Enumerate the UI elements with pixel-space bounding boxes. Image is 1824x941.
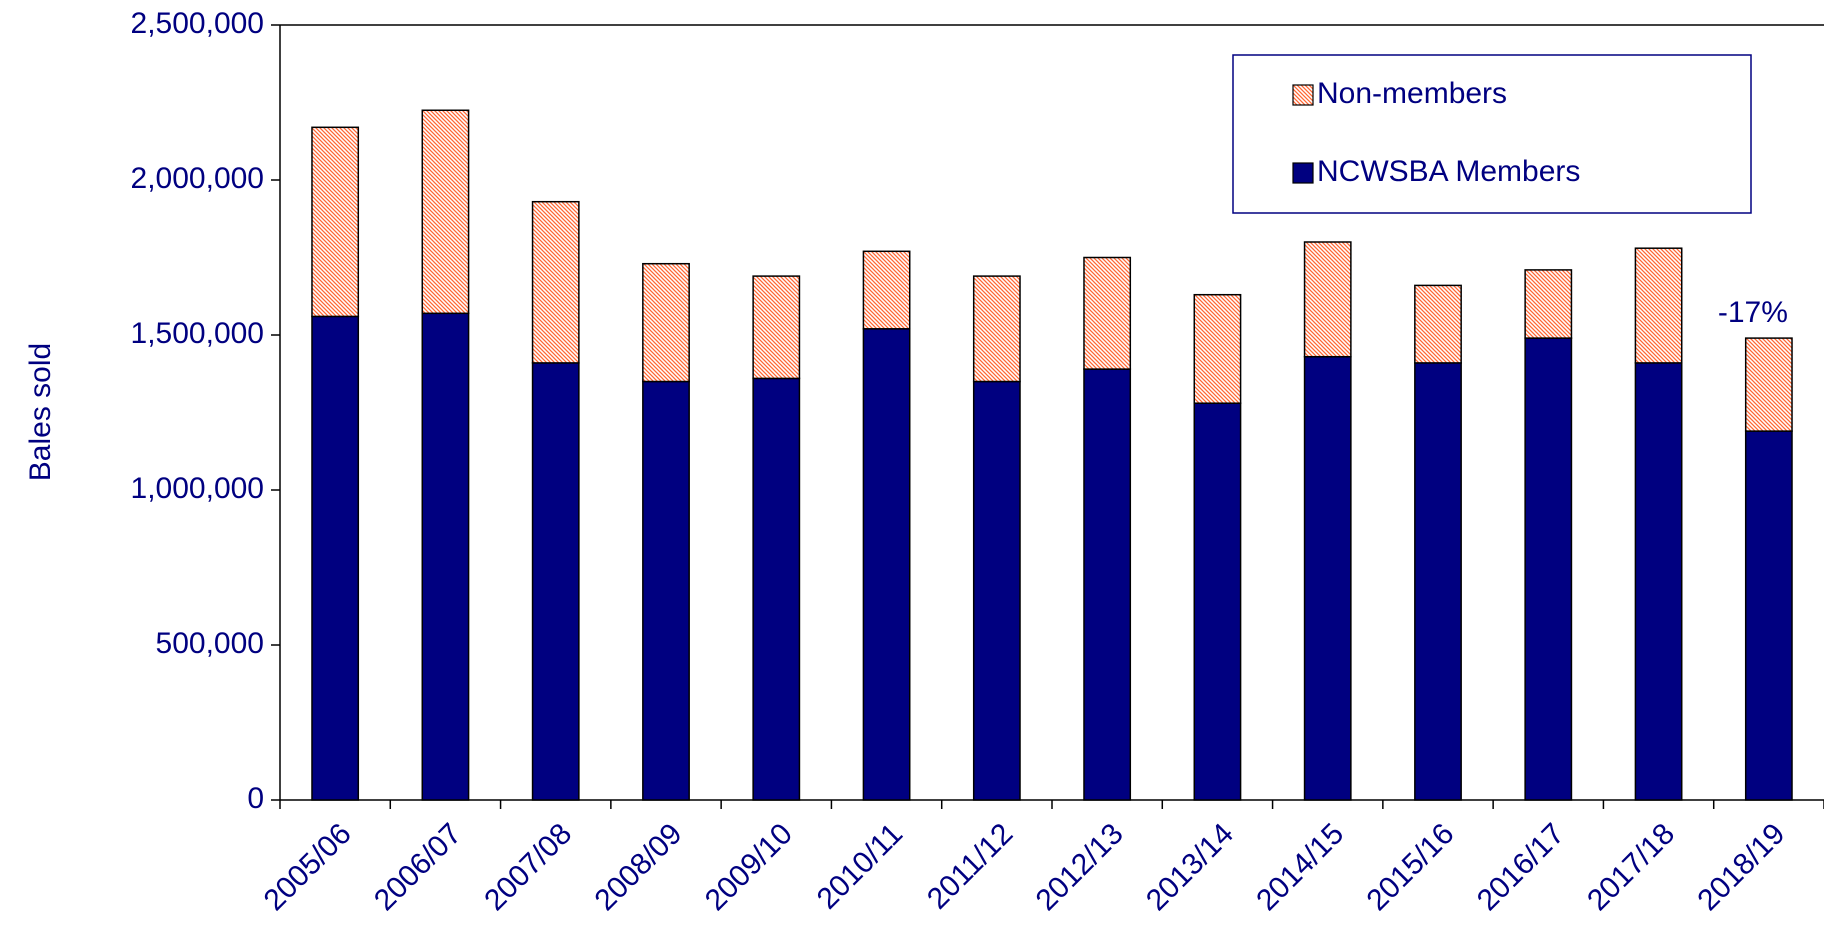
legend-swatch — [1292, 162, 1314, 184]
x-tick-label: 2005/06 — [258, 817, 358, 917]
x-tick-label: 2010/11 — [811, 817, 909, 915]
x-tick-label: 2014/15 — [1250, 817, 1350, 917]
bar-segment — [311, 315, 360, 801]
bar-segment — [1414, 284, 1462, 364]
bar-segment — [1524, 269, 1573, 339]
legend-label: NCWSBA Members — [1317, 155, 1580, 188]
bar-segment — [1634, 247, 1683, 364]
y-tick-label: 1,000,000 — [131, 472, 264, 505]
bar-segment — [752, 377, 801, 801]
bar-segment — [1303, 241, 1352, 358]
bar-segment — [1744, 337, 1793, 432]
legend-label: Non-members — [1317, 77, 1507, 110]
bar-segment — [1524, 337, 1573, 801]
x-tick-label: 2007/08 — [478, 817, 578, 917]
y-tick-label: 0 — [247, 782, 264, 815]
bar-segment — [1083, 368, 1132, 801]
bar-segment — [642, 262, 690, 383]
annotation: -17% — [1718, 296, 1788, 329]
bar-segment — [1414, 362, 1462, 801]
bar-segment — [1744, 430, 1793, 801]
x-tick-label: 2018/19 — [1691, 817, 1791, 917]
x-tick-label: 2016/17 — [1471, 817, 1571, 917]
bar-segment — [421, 312, 470, 801]
bar-segment — [421, 109, 470, 315]
y-tick-label: 2,000,000 — [131, 162, 264, 195]
bar-segment — [862, 328, 911, 801]
x-tick-label: 2015/16 — [1361, 817, 1461, 917]
x-tick-label: 2006/07 — [368, 817, 468, 917]
bar-segment — [531, 362, 580, 801]
y-tick-label: 500,000 — [156, 627, 264, 660]
x-tick-label: 2008/09 — [589, 817, 689, 917]
bar-segment — [311, 126, 360, 318]
x-tick-label: 2009/10 — [699, 817, 799, 917]
legend-box — [1232, 54, 1752, 214]
bar-segment — [531, 200, 580, 364]
bar-segment — [1303, 355, 1352, 801]
bar-segment — [642, 380, 690, 801]
legend-swatch — [1292, 84, 1314, 106]
y-tick-label: 1,500,000 — [131, 317, 264, 350]
x-tick-label: 2011/12 — [921, 817, 1019, 915]
x-tick-label: 2013/14 — [1140, 817, 1240, 917]
bar-segment — [1083, 256, 1132, 370]
y-tick-label: 2,500,000 — [131, 7, 264, 40]
x-tick-label: 2012/13 — [1030, 817, 1130, 917]
bar-segment — [862, 250, 911, 330]
bar-segment — [1193, 293, 1242, 404]
bar-segment — [1193, 402, 1242, 801]
bar-segment — [972, 275, 1021, 383]
x-tick-label: 2017/18 — [1581, 817, 1681, 917]
bar-segment — [1634, 362, 1683, 801]
y-axis-label: Bales sold — [24, 343, 57, 481]
bar-segment — [972, 380, 1021, 801]
bar-segment — [752, 275, 801, 380]
